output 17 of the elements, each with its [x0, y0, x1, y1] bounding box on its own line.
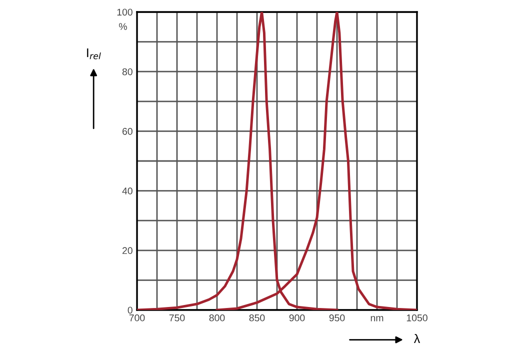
x-tick-label: 850 [249, 314, 265, 322]
text: % [119, 23, 127, 30]
x-tick-label: nm [370, 316, 384, 322]
x-tick-label: 900 [289, 314, 305, 322]
x-tick-label: 700 [129, 314, 145, 322]
y-tick-label: 20 [122, 247, 132, 254]
x-tick-label: 950 [329, 314, 345, 322]
x-tick-label: 800 [209, 314, 225, 322]
y-tick-label: 0 [128, 306, 132, 314]
y-tick-label: 80 [122, 68, 132, 76]
x-tick-label: 750 [169, 314, 185, 322]
y-tick-label: 40 [122, 188, 132, 194]
x-axis-title: λ [414, 334, 420, 344]
y-axis-title: I$_{rel}$ [87, 48, 101, 60]
y-tick-label: 60 [122, 128, 132, 135]
y-tick-label: 100 [117, 8, 132, 16]
x-tick-label: 1050 [406, 314, 428, 322]
